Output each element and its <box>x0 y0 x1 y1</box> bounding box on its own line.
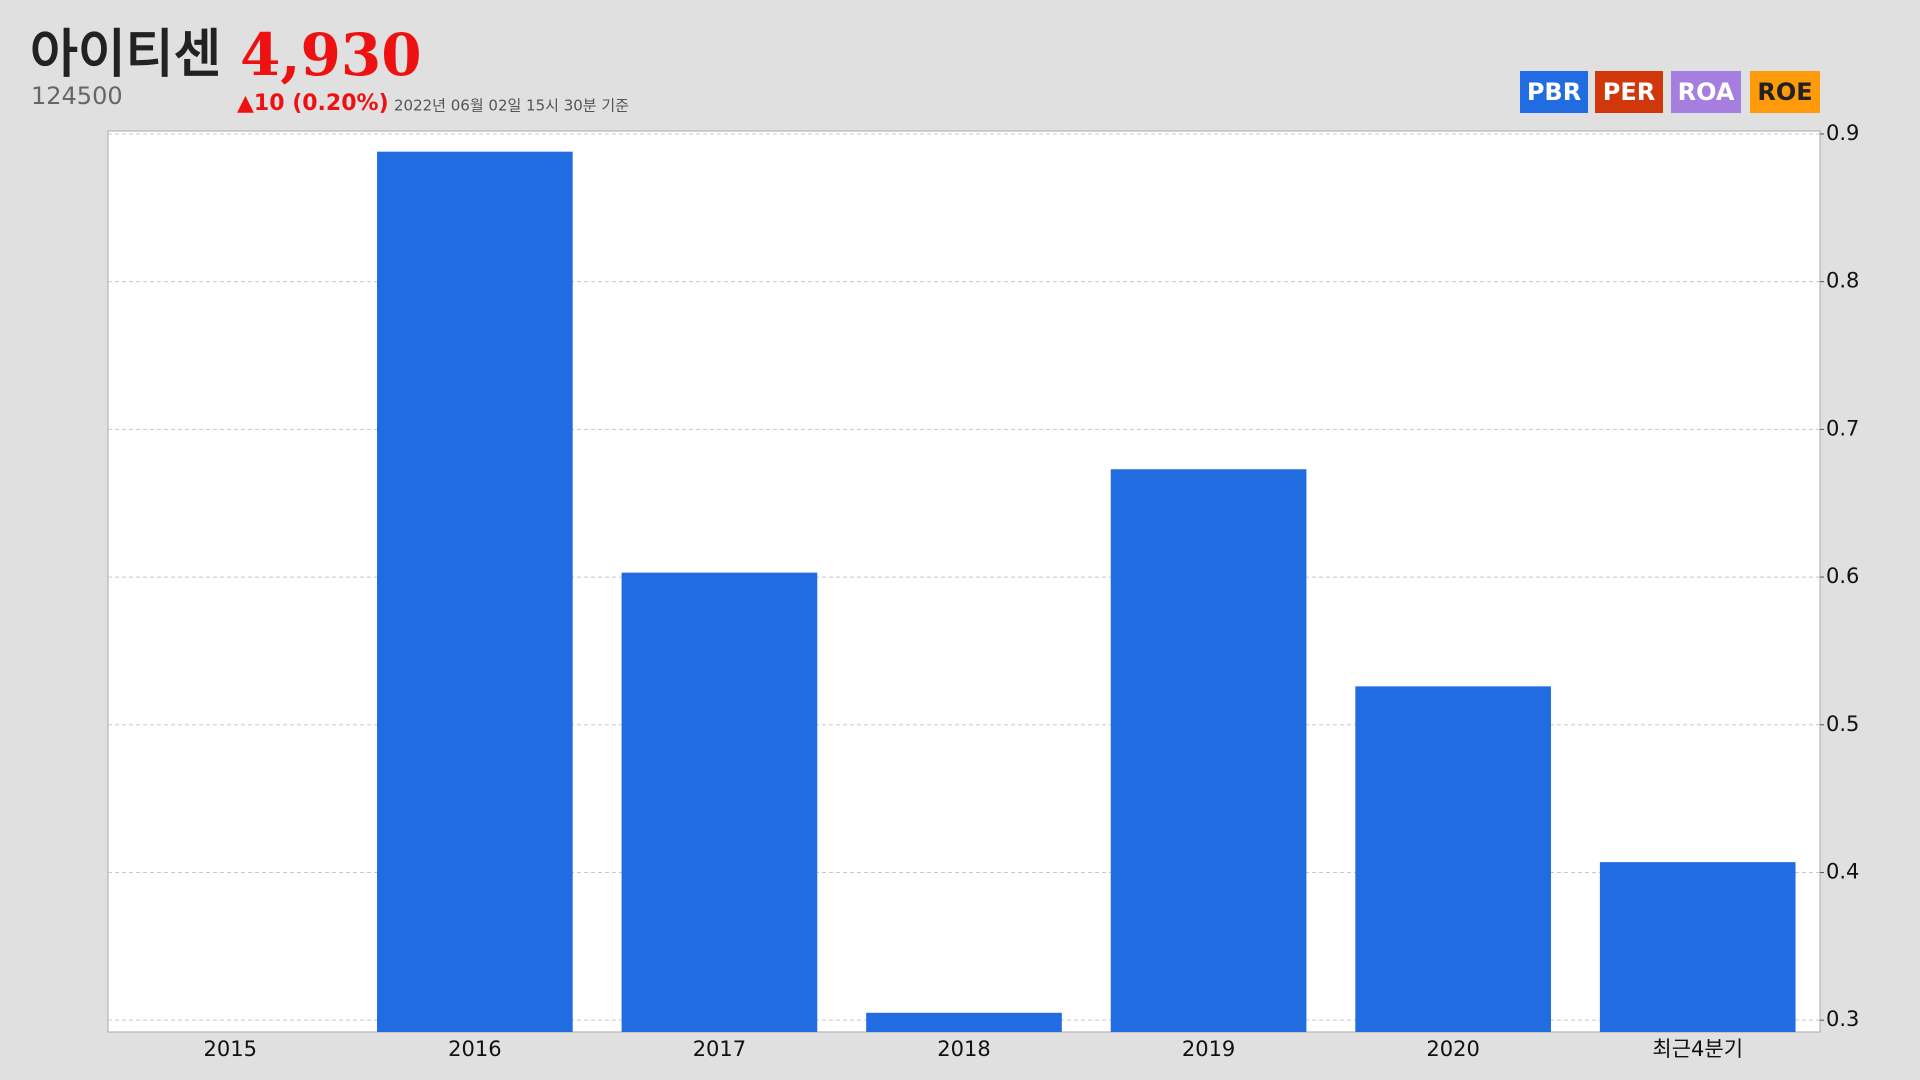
stock-name: 아이티센 <box>30 25 221 85</box>
bar <box>1110 469 1307 1032</box>
y-tick-label: 0.9 <box>1826 121 1859 145</box>
plot-area <box>107 130 1821 1033</box>
tabs: PBR PER ROA ROE <box>1520 71 1820 113</box>
stock-price: 4,930 <box>240 21 422 89</box>
y-tick-label: 0.7 <box>1826 416 1859 440</box>
y-tick-label: 0.6 <box>1826 564 1859 588</box>
tab[interactable]: ROE <box>1750 71 1820 113</box>
bar <box>377 151 573 1032</box>
y-tick-label: 0.5 <box>1826 712 1859 736</box>
tab-label: PBR <box>1527 78 1581 106</box>
tab-background <box>1750 71 1820 113</box>
y-tick-label: 0.3 <box>1826 1007 1859 1031</box>
x-tick-label: 2018 <box>937 1037 990 1061</box>
tab-background <box>1671 71 1741 113</box>
x-tick-label: 2020 <box>1426 1037 1479 1061</box>
x-tick-label: 2015 <box>204 1037 257 1061</box>
x-tick-label: 최근4분기 <box>1652 1037 1743 1061</box>
tab[interactable]: ROA <box>1671 71 1741 113</box>
stock-code: 124500 <box>31 82 123 110</box>
x-tick-label: 2016 <box>448 1037 501 1061</box>
y-tick-label: 0.4 <box>1826 859 1859 883</box>
x-tick-label: 2017 <box>693 1037 746 1061</box>
tab-background <box>1520 71 1588 113</box>
bar <box>1599 862 1796 1032</box>
bar <box>621 572 818 1032</box>
bar <box>1355 686 1551 1032</box>
tab-background <box>1595 71 1663 113</box>
y-tick-label: 0.8 <box>1826 269 1859 293</box>
x-tick-label: 2019 <box>1182 1037 1235 1061</box>
timestamp: 2022년 06월 02일 15시 30분 기준 <box>394 97 629 115</box>
tab[interactable]: PBR <box>1520 71 1588 113</box>
bar <box>866 1012 1062 1032</box>
price-change: ▲10 (0.20%) <box>237 91 389 116</box>
tab-label: ROA <box>1678 78 1735 106</box>
tab-label: ROE <box>1757 78 1812 106</box>
tab-label: PER <box>1603 78 1655 106</box>
plot: 0.3 0.4 0.5 0.6 0.7 0.8 0.9 2015 2016 2017 2018 201… <box>108 121 1859 1061</box>
tab[interactable]: PER <box>1595 71 1663 113</box>
